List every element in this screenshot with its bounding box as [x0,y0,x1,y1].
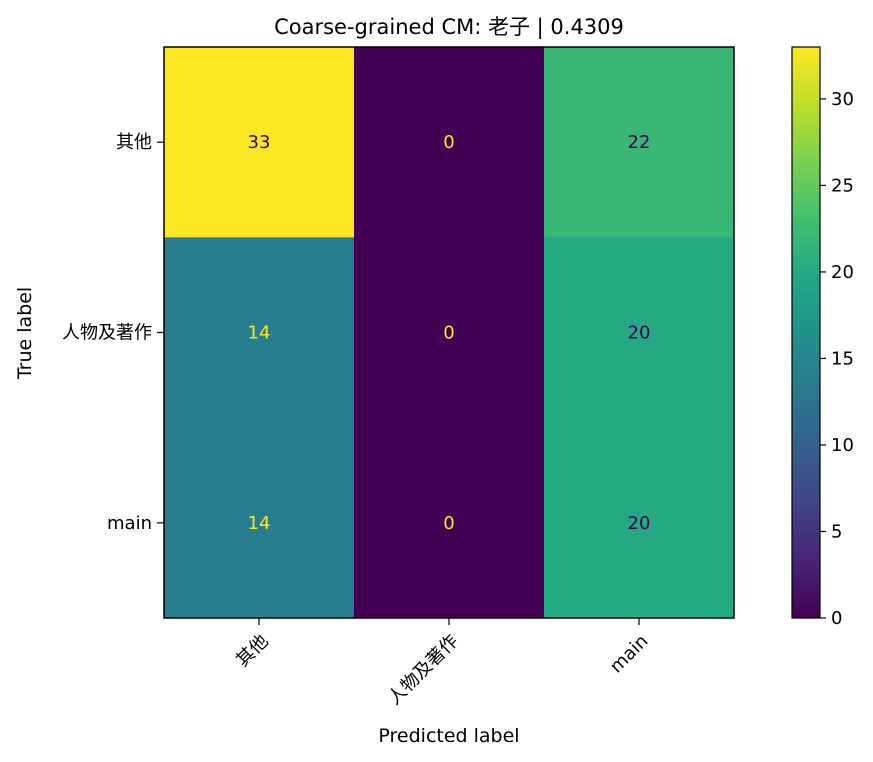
cell-value-label: 22 [628,132,651,153]
x-tick-label: main [606,631,653,678]
cell-value-label: 0 [443,132,454,153]
colorbar-ticks: 0 5 10 15 20 25 30 [820,89,854,629]
x-axis-label: Predicted label [378,725,519,747]
heatmap-cell [544,427,735,619]
heatmap-cell [354,427,545,619]
heatmap-cell [354,47,545,238]
heatmap-cell [164,237,355,429]
cell-value-label: 20 [628,513,651,534]
heatmap-cell [544,47,735,238]
y-tick-label: 其他 [116,132,152,153]
colorbar-tick-label: 10 [831,435,854,456]
cell-value-labels: 33 0 22 14 0 20 14 0 20 [248,132,651,534]
cell-value-label: 0 [443,323,454,344]
x-tick-label: 其他 [232,631,272,671]
colorbar-tick-label: 15 [831,348,854,369]
colorbar [791,46,821,619]
cell-value-label: 14 [248,323,271,344]
cell-value-label: 0 [443,513,454,534]
cell-value-label: 33 [248,132,271,153]
x-axis-ticks: 其他 人物及著作 main [232,618,653,709]
cell-value-label: 20 [628,323,651,344]
heatmap-cells [164,47,735,619]
colorbar-tick-label: 5 [831,521,842,542]
x-tick-label: 人物及著作 [384,631,462,709]
colorbar-tick-label: 20 [831,262,854,283]
cell-value-label: 14 [248,513,271,534]
chart-title: Coarse-grained CM: 老子 | 0.4309 [274,15,624,40]
heatmap-cell [354,237,545,429]
colorbar-tick-label: 0 [831,608,842,629]
y-tick-label: 人物及著作 [62,323,152,344]
colorbar-tick-label: 25 [831,175,854,196]
y-tick-label: main [107,513,152,534]
heatmap-cell [544,237,735,429]
colorbar-tick-label: 30 [831,89,854,110]
heatmap-cell [164,427,355,619]
y-axis-label: True label [14,287,36,380]
heatmap-cell [164,47,355,238]
